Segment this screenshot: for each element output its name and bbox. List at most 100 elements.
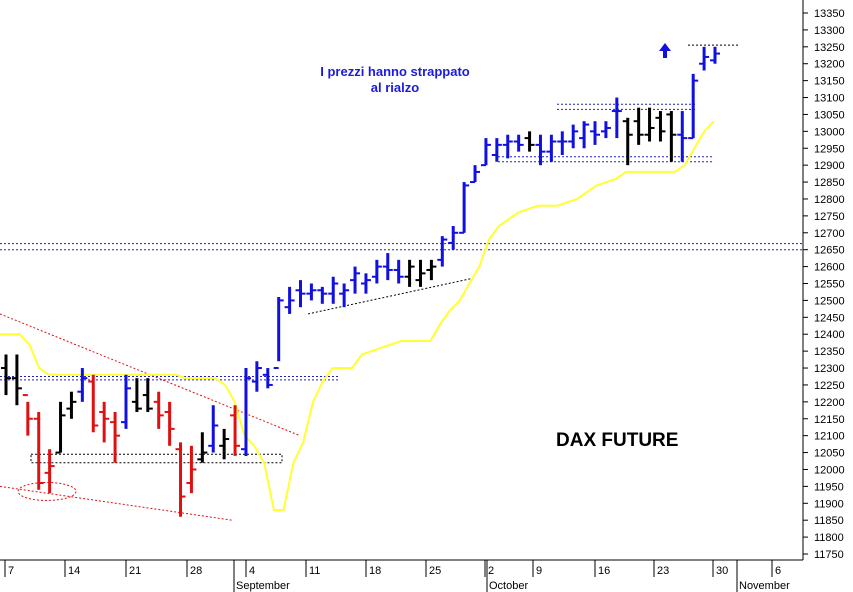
y-tick-label: 13300 bbox=[814, 25, 845, 37]
annotation-line-1: I prezzi hanno strappato bbox=[320, 64, 470, 79]
y-axis: 11750 11800 11850 11900 11950 12000 12050 12100… bbox=[803, 8, 845, 561]
price-bar bbox=[33, 411, 44, 490]
price-bar bbox=[710, 46, 720, 64]
month-label: September bbox=[236, 580, 290, 592]
low-highlight-ellipse bbox=[17, 481, 77, 501]
y-tick-label: 13050 bbox=[814, 109, 845, 121]
x-tick-label: 18 bbox=[369, 565, 381, 577]
price-bar bbox=[600, 121, 611, 139]
chart-title: DAX FUTURE bbox=[556, 430, 679, 451]
price-bar bbox=[99, 401, 110, 443]
x-tick-label: 16 bbox=[598, 565, 610, 577]
up-arrow-icon bbox=[659, 43, 671, 58]
price-bar bbox=[164, 401, 175, 446]
price-bar bbox=[371, 259, 382, 284]
y-tick-label: 11850 bbox=[814, 515, 844, 527]
price-bar bbox=[622, 117, 633, 166]
y-tick-label: 12750 bbox=[814, 211, 845, 223]
x-tick-label: 25 bbox=[429, 565, 441, 577]
price-bar bbox=[120, 374, 131, 429]
price-bar bbox=[557, 131, 568, 156]
price-bar bbox=[110, 411, 121, 463]
price-bar bbox=[1, 354, 11, 396]
y-tick-label: 12600 bbox=[814, 262, 845, 274]
y-tick-label: 13200 bbox=[814, 59, 845, 71]
price-bar bbox=[142, 378, 153, 412]
y-tick-label: 12700 bbox=[814, 228, 845, 240]
price-bar bbox=[535, 134, 546, 166]
price-bar bbox=[513, 134, 524, 152]
price-bar bbox=[131, 378, 142, 412]
price-bar bbox=[317, 286, 328, 304]
price-bar bbox=[502, 134, 513, 159]
y-tick-label: 12250 bbox=[814, 380, 845, 392]
y-tick-label: 12050 bbox=[814, 448, 845, 460]
moving-average-line bbox=[0, 120, 715, 511]
price-bar bbox=[524, 131, 535, 152]
price-bar bbox=[306, 283, 317, 301]
price-bar bbox=[230, 405, 241, 456]
up-arrow-shape bbox=[659, 43, 671, 58]
x-tick-label: 30 bbox=[716, 565, 728, 577]
price-bar bbox=[360, 273, 371, 294]
y-tick-label: 13150 bbox=[814, 76, 845, 88]
y-tick-label: 12100 bbox=[814, 431, 845, 443]
price-bar bbox=[251, 361, 262, 392]
price-bar bbox=[77, 368, 88, 402]
price-bar bbox=[88, 374, 99, 433]
downtrend-line-lower bbox=[0, 485, 233, 521]
x-tick-label: 28 bbox=[190, 565, 202, 577]
price-bar bbox=[208, 405, 219, 453]
price-bar bbox=[175, 442, 186, 517]
price-bar bbox=[470, 165, 481, 184]
price-bar bbox=[273, 297, 284, 370]
x-tick-label: 6 bbox=[775, 565, 781, 577]
price-bar bbox=[339, 283, 350, 308]
price-bar bbox=[480, 138, 491, 167]
y-tick-label: 13100 bbox=[814, 93, 845, 105]
price-bar bbox=[579, 121, 590, 149]
x-tick-label: 9 bbox=[536, 565, 542, 577]
price-bar bbox=[295, 280, 306, 308]
price-bar bbox=[11, 354, 22, 406]
price-bar bbox=[219, 428, 230, 460]
y-tick-label: 12150 bbox=[814, 414, 845, 426]
base-range-box bbox=[30, 453, 283, 464]
y-tick-label: 12950 bbox=[814, 143, 845, 155]
price-bar bbox=[404, 259, 415, 287]
price-bar bbox=[491, 138, 502, 162]
y-tick-label: 12450 bbox=[814, 312, 845, 324]
x-tick-label: 23 bbox=[657, 565, 669, 577]
chart-grid bbox=[0, 0, 804, 561]
price-bar bbox=[448, 226, 459, 250]
price-bar bbox=[699, 46, 710, 71]
x-tick-label: 11 bbox=[309, 565, 320, 577]
y-tick-label: 13000 bbox=[814, 126, 845, 138]
annotation-line-2: al rialzo bbox=[370, 80, 420, 95]
price-bar bbox=[55, 401, 66, 454]
price-bar bbox=[590, 121, 601, 145]
price-bar bbox=[546, 134, 557, 162]
y-tick-label: 12650 bbox=[814, 245, 845, 257]
price-bar bbox=[262, 368, 273, 389]
price-bar bbox=[633, 107, 644, 145]
annotation: I prezzi hanno strappato al rialzo bbox=[285, 64, 505, 96]
y-tick-label: 12350 bbox=[814, 346, 845, 358]
price-bar bbox=[186, 445, 197, 494]
y-tick-label: 13350 bbox=[814, 8, 845, 20]
y-tick-label: 13250 bbox=[814, 42, 845, 54]
price-bar bbox=[393, 259, 404, 284]
moving-average bbox=[0, 120, 715, 511]
y-tick-label: 12200 bbox=[814, 397, 845, 409]
y-tick-label: 12550 bbox=[814, 279, 845, 291]
month-label: October bbox=[489, 580, 528, 592]
y-tick-label: 12300 bbox=[814, 363, 845, 375]
y-tick-label: 12850 bbox=[814, 177, 845, 189]
price-bar bbox=[197, 432, 208, 463]
price-bar bbox=[415, 259, 426, 287]
price-bar bbox=[284, 286, 295, 314]
y-tick-label: 12400 bbox=[814, 329, 845, 341]
price-bar bbox=[44, 449, 55, 494]
y-tick-label: 12800 bbox=[814, 194, 845, 206]
y-tick-label: 11950 bbox=[814, 481, 844, 493]
